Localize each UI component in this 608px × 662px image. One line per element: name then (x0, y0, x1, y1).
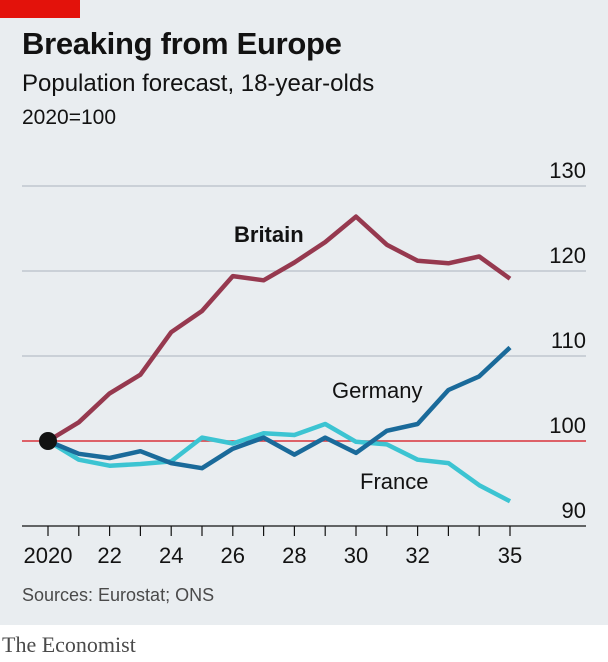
publisher-name: The Economist (2, 632, 136, 657)
y-tick-label-90: 90 (562, 498, 586, 523)
x-tick-label-2030: 30 (344, 543, 368, 568)
x-tick-label-2028: 28 (282, 543, 306, 568)
series-label-germany: Germany (332, 378, 422, 403)
series-line-france (46, 421, 512, 504)
chart-subtitle: Population forecast, 18-year-olds (22, 70, 375, 97)
brand-tag (0, 0, 80, 18)
chart-title: Breaking from Europe (22, 26, 342, 61)
x-tick-label-2024: 24 (159, 543, 183, 568)
chart-unit-note: 2020=100 (22, 106, 117, 129)
x-tick-label-2020: 2020 (24, 543, 73, 568)
y-tick-label-110: 110 (551, 328, 586, 353)
series-label-britain: Britain (234, 222, 304, 247)
series-label-france: France (360, 469, 428, 494)
x-tick-label-2032: 32 (405, 543, 429, 568)
x-tick-label-2026: 26 (221, 543, 245, 568)
series-line-britain (46, 214, 512, 443)
y-tick-label-120: 120 (549, 243, 586, 268)
y-tick-label-100: 100 (549, 413, 586, 438)
chart-source: Sources: Eurostat; ONS (22, 585, 215, 605)
x-tick-label-2035: 35 (498, 543, 522, 568)
base-year-marker (39, 432, 57, 450)
x-tick-label-2022: 22 (97, 543, 121, 568)
series-line-germany (47, 345, 512, 471)
chart-card: Breaking from Europe Population forecast… (0, 0, 608, 625)
y-tick-label-130: 130 (549, 158, 586, 183)
line-chart: 90 100 110 120 130 2020 22 24 26 28 30 32 35 Britain G… (22, 158, 586, 568)
